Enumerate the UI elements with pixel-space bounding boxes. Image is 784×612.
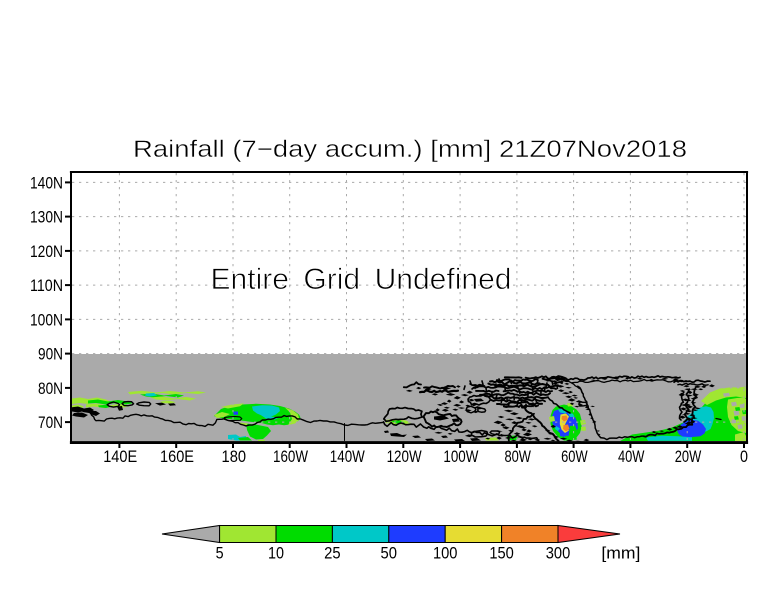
svg-text:140W: 140W — [330, 448, 365, 466]
svg-text:100: 100 — [433, 544, 458, 562]
svg-text:40W: 40W — [618, 448, 645, 466]
svg-text:80N: 80N — [38, 380, 63, 398]
svg-text:110N: 110N — [30, 277, 63, 295]
svg-text:25: 25 — [324, 544, 341, 562]
svg-text:10: 10 — [268, 544, 284, 562]
svg-text:20W: 20W — [675, 448, 702, 466]
svg-text:120W: 120W — [387, 448, 422, 466]
svg-text:160W: 160W — [273, 448, 308, 466]
svg-text:80W: 80W — [504, 448, 531, 466]
svg-text:0: 0 — [740, 448, 748, 466]
svg-text:150: 150 — [489, 544, 514, 562]
svg-text:120N: 120N — [30, 243, 63, 261]
svg-text:50: 50 — [381, 544, 398, 562]
svg-text:Rainfall (7−day accum.) [mm] 2: Rainfall (7−day accum.) [mm] 21Z07Nov201… — [133, 136, 687, 163]
svg-text:160E: 160E — [160, 448, 194, 466]
svg-text:100W: 100W — [443, 448, 478, 466]
svg-text:140E: 140E — [103, 448, 137, 466]
svg-text:5: 5 — [216, 544, 224, 562]
svg-text:130N: 130N — [30, 209, 63, 227]
svg-text:140N: 140N — [30, 174, 63, 192]
svg-text:60W: 60W — [561, 448, 588, 466]
svg-text:90N: 90N — [38, 346, 63, 364]
svg-text:180: 180 — [222, 448, 247, 466]
svg-text:70N: 70N — [38, 414, 63, 432]
svg-text:300: 300 — [546, 544, 571, 562]
svg-text:[mm]: [mm] — [601, 544, 640, 562]
svg-text:Entire Grid Undefined: Entire Grid Undefined — [211, 263, 512, 296]
svg-text:100N: 100N — [30, 311, 63, 329]
